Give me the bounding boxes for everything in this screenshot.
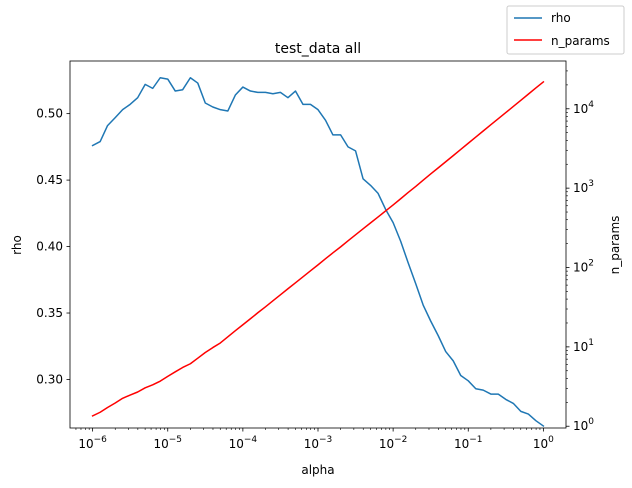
chart-title: test_data all bbox=[275, 41, 361, 57]
x-tick-label: 10−5 bbox=[153, 435, 182, 451]
series-line-rho bbox=[91, 77, 545, 428]
y-tick-label: 0.40 bbox=[36, 240, 63, 254]
y2-tick-label: 100 bbox=[573, 417, 594, 433]
y2-tick-label: 104 bbox=[573, 100, 594, 116]
x-axis: 10−6 10−5 10−4 10−3 10−2 10−1 100 bbox=[75, 428, 554, 451]
y-axis-right: 100 101 102 103 104 bbox=[566, 70, 594, 433]
y-tick-label: 0.35 bbox=[36, 306, 63, 320]
y2-tick-label: 103 bbox=[573, 179, 594, 195]
x-tick-label: 10−2 bbox=[379, 435, 408, 451]
y-tick-label: 0.45 bbox=[36, 173, 63, 187]
x-tick-label: 10−3 bbox=[304, 435, 333, 451]
x-tick-label: 10−1 bbox=[454, 435, 483, 451]
series-line-n-params bbox=[91, 80, 545, 417]
series-layer bbox=[91, 77, 545, 428]
y-axis-label: rho bbox=[10, 235, 24, 255]
legend-label-n-params: n_params bbox=[551, 34, 610, 48]
x-tick-label: 10−4 bbox=[229, 435, 258, 451]
y2-tick-label: 102 bbox=[573, 259, 594, 275]
y-tick-label: 0.30 bbox=[36, 372, 63, 386]
y2-tick-label: 101 bbox=[573, 338, 594, 354]
y2-axis-label: n_params bbox=[608, 216, 622, 275]
x-tick-label: 100 bbox=[533, 435, 554, 451]
x-tick-label: 10−6 bbox=[78, 435, 107, 451]
x-axis-label: alpha bbox=[301, 463, 334, 477]
y-tick-label: 0.50 bbox=[36, 107, 63, 121]
legend: rho n_params bbox=[506, 5, 625, 55]
legend-label-rho: rho bbox=[551, 11, 571, 25]
y-axis-left: 0.30 0.35 0.40 0.45 0.50 bbox=[36, 107, 70, 386]
